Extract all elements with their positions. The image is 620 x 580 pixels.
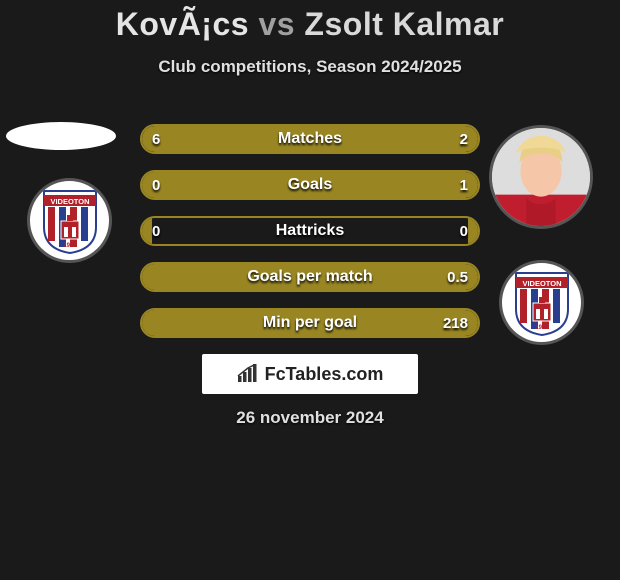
subtitle: Club competitions, Season 2024/2025 — [0, 57, 620, 77]
brand-box: FcTables.com — [202, 354, 418, 394]
svg-text:VIDEOTON: VIDEOTON — [522, 279, 561, 288]
stat-label: Matches — [142, 126, 478, 152]
svg-text:1941: 1941 — [63, 243, 77, 249]
stat-row: 62Matches — [140, 124, 480, 154]
title-player1: KovÃ¡cs — [116, 6, 249, 42]
title-player2: Zsolt Kalmar — [304, 6, 504, 42]
stat-label: Min per goal — [142, 310, 478, 336]
svg-text:VIDEOTON: VIDEOTON — [50, 197, 89, 206]
barchart-icon — [237, 364, 259, 384]
page-title: KovÃ¡cs vs Zsolt Kalmar — [0, 0, 620, 43]
stat-label: Hattricks — [142, 218, 478, 244]
stat-row: 0.5Goals per match — [140, 262, 480, 292]
stat-row: 01Goals — [140, 170, 480, 200]
svg-text:1941: 1941 — [535, 325, 549, 331]
stat-label: Goals per match — [142, 264, 478, 290]
date-text: 26 november 2024 — [0, 408, 620, 428]
player2-club-badge: VIDEOTON 1941 — [499, 260, 584, 345]
stat-row: 00Hattricks — [140, 216, 480, 246]
videoton-shield-icon: VIDEOTON 1941 — [40, 187, 100, 255]
stats-bars: 62Matches 01Goals 00Hattricks 0.5Goals per … — [140, 124, 480, 354]
stat-row: 218Min per goal — [140, 308, 480, 338]
player2-avatar — [489, 125, 593, 229]
player1-avatar — [6, 122, 116, 150]
player2-portrait-icon — [492, 128, 590, 226]
stat-label: Goals — [142, 172, 478, 198]
title-vs: vs — [258, 6, 295, 42]
videoton-shield-icon: VIDEOTON 1941 — [512, 269, 572, 337]
player1-club-badge: VIDEOTON 1941 — [27, 178, 112, 263]
brand-text: FcTables.com — [265, 364, 384, 385]
